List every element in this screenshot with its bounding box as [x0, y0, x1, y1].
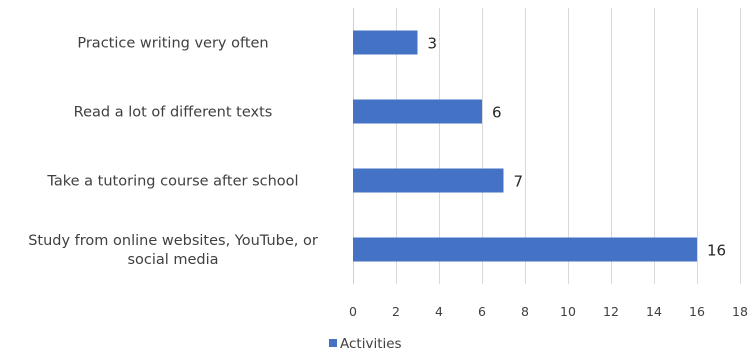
x-tick-label: 14: [646, 304, 662, 319]
data-label: 3: [428, 35, 438, 53]
bar: [353, 30, 418, 55]
category-label: Study from online websites, YouTube, or s…: [28, 233, 318, 268]
x-tick-label: 0: [349, 304, 357, 319]
x-tick-label: 10: [560, 304, 576, 319]
x-tick-label: 16: [689, 304, 705, 319]
category-label-line: social media: [127, 252, 218, 268]
x-tick-label: 2: [392, 304, 400, 319]
category-label: Read a lot of different texts: [74, 105, 273, 121]
data-label: 7: [514, 173, 524, 191]
x-tick-label: 8: [521, 304, 529, 319]
legend-label: Activities: [340, 336, 402, 352]
bar: [353, 99, 482, 124]
category-label-line: Take a tutoring course after school: [46, 174, 298, 190]
bars: [353, 30, 697, 262]
category-labels: Practice writing very often Read a lot of…: [28, 36, 318, 269]
category-label: Practice writing very often: [77, 36, 268, 52]
data-label: 6: [492, 104, 502, 122]
category-label-line: Practice writing very often: [77, 36, 268, 52]
legend: Activities: [329, 336, 402, 352]
category-label: Take a tutoring course after school: [46, 174, 298, 190]
bar: [353, 168, 504, 193]
x-tick-label: 18: [732, 304, 748, 319]
legend-swatch: [329, 339, 337, 347]
data-labels: 3 6 7 16: [428, 35, 727, 260]
data-label: 16: [707, 242, 726, 260]
x-tick-label: 6: [478, 304, 486, 319]
category-label-line: Study from online websites, YouTube, or: [28, 233, 318, 249]
x-tick-label: 4: [435, 304, 443, 319]
category-label-line: Read a lot of different texts: [74, 105, 273, 121]
x-tick-label: 12: [603, 304, 619, 319]
bar: [353, 237, 697, 262]
x-tick-labels: 0 2 4 6 8 10 12 14 16 18: [349, 304, 748, 319]
